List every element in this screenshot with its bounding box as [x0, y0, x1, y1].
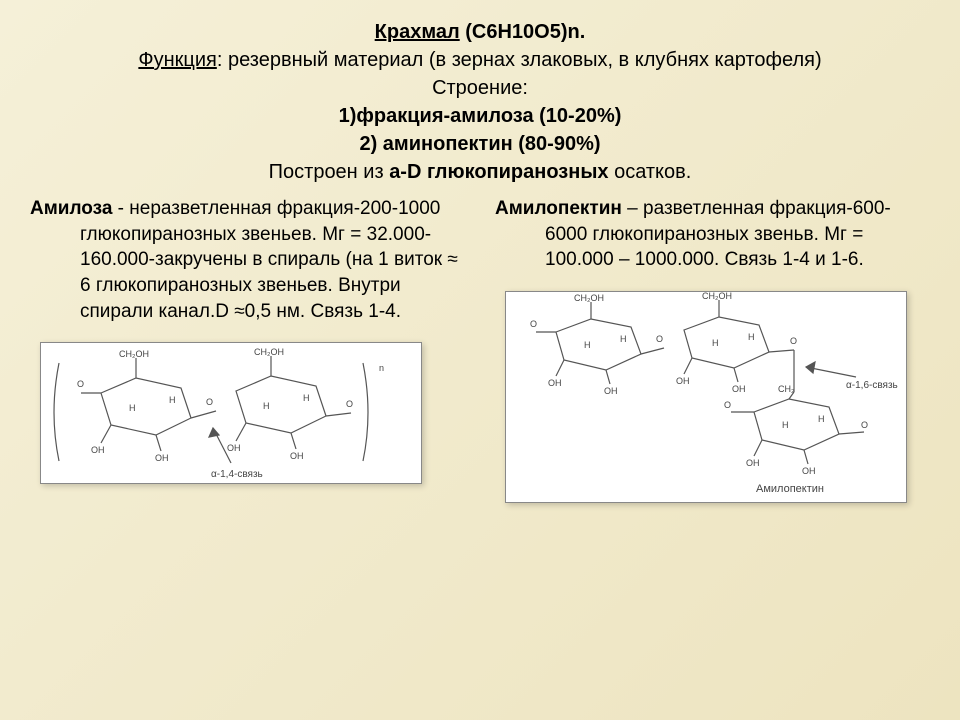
amylose-diagram: CH₂OH CH₂OH O O O OH OH OH OH H H H H n … — [40, 342, 422, 484]
svg-text:n: n — [379, 363, 384, 373]
slide-header: Крахмал (С6Н10О5)n. Функция: резервный м… — [0, 0, 960, 196]
svg-text:OH: OH — [548, 378, 562, 388]
svg-text:OH: OH — [227, 443, 241, 453]
amylose-paragraph: Амилоза - неразветленная фракция-200-100… — [30, 196, 465, 324]
svg-text:α-1,4-связь: α-1,4-связь — [211, 469, 263, 480]
svg-text:CH₂OH: CH₂OH — [254, 347, 284, 357]
amylopectin-term: Амилопектин — [495, 198, 622, 219]
svg-text:H: H — [169, 395, 176, 405]
svg-text:OH: OH — [604, 386, 618, 396]
amylopectin-svg: CH₂OH CH₂OH CH₂ O O O O O OH OH OH OH OH… — [506, 292, 906, 502]
svg-text:O: O — [346, 399, 353, 409]
structure-label: Строение: — [60, 74, 900, 102]
svg-text:H: H — [712, 338, 719, 348]
svg-text:O: O — [530, 319, 537, 329]
title-main: Крахмал — [375, 21, 460, 43]
svg-text:CH₂OH: CH₂OH — [574, 293, 604, 303]
svg-text:H: H — [129, 403, 136, 413]
svg-text:α-1,6-связь: α-1,6-связь — [846, 380, 898, 391]
svg-text:CH₂OH: CH₂OH — [119, 349, 149, 359]
amylose-term: Амилоза — [30, 198, 112, 219]
amylose-text: - неразветленная фракция-200-1000 глюкоп… — [80, 198, 458, 322]
svg-text:H: H — [782, 420, 789, 430]
title-line-2: Функция: резервный материал (в зернах зл… — [60, 46, 900, 74]
amylose-svg: CH₂OH CH₂OH O O O OH OH OH OH H H H H n … — [41, 343, 421, 483]
svg-text:Амилопектин: Амилопектин — [756, 483, 824, 495]
svg-text:H: H — [818, 414, 825, 424]
svg-text:H: H — [303, 393, 310, 403]
title-line-1: Крахмал (С6Н10О5)n. — [60, 18, 900, 46]
fraction-1: 1)фракция-амилоза (10-20%) — [60, 102, 900, 130]
right-column: Амилопектин – разветленная фракция-600-6… — [495, 196, 930, 503]
svg-text:O: O — [656, 334, 663, 344]
svg-text:OH: OH — [155, 453, 169, 463]
left-column: Амилоза - неразветленная фракция-200-100… — [30, 196, 465, 503]
svg-text:OH: OH — [732, 384, 746, 394]
amylopectin-diagram: CH₂OH CH₂OH CH₂ O O O O O OH OH OH OH OH… — [505, 291, 907, 503]
svg-text:O: O — [724, 400, 731, 410]
func-label: Функция — [138, 49, 216, 71]
content-columns: Амилоза - неразветленная фракция-200-100… — [0, 196, 960, 503]
svg-text:OH: OH — [91, 445, 105, 455]
svg-text:OH: OH — [676, 376, 690, 386]
svg-text:H: H — [748, 332, 755, 342]
fraction-2: 2) аминопектин (80-90%) — [60, 130, 900, 158]
svg-text:CH₂OH: CH₂OH — [702, 292, 732, 301]
svg-text:OH: OH — [746, 458, 760, 468]
svg-text:OH: OH — [802, 466, 816, 476]
func-text: : резервный материал (в зернах злаковых,… — [217, 49, 822, 71]
svg-text:H: H — [584, 340, 591, 350]
svg-text:CH₂: CH₂ — [778, 384, 795, 394]
svg-text:O: O — [861, 420, 868, 430]
svg-text:OH: OH — [290, 451, 304, 461]
amylopectin-paragraph: Амилопектин – разветленная фракция-600-6… — [495, 196, 930, 273]
svg-text:H: H — [263, 401, 270, 411]
svg-text:H: H — [620, 334, 627, 344]
svg-text:O: O — [206, 397, 213, 407]
title-formula-wrap: (С6Н10О5)n. — [465, 21, 585, 43]
built-line: Построен из a-D глюкопиранозных осатков. — [60, 158, 900, 186]
svg-text:O: O — [790, 336, 797, 346]
svg-text:O: O — [77, 379, 84, 389]
